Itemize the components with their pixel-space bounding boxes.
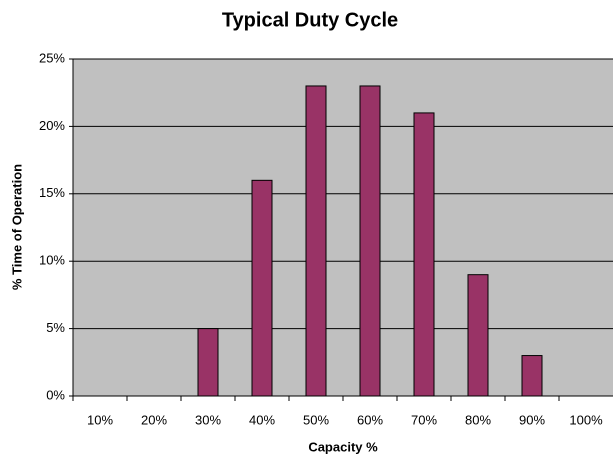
y-tick-label: 5% bbox=[46, 320, 65, 335]
x-tick-label: 60% bbox=[357, 412, 383, 427]
x-tick-label: 80% bbox=[465, 412, 491, 427]
x-tick-label: 40% bbox=[249, 412, 275, 427]
y-tick-label: 10% bbox=[39, 253, 65, 268]
y-tick-label: 15% bbox=[39, 185, 65, 200]
y-tick-label: 25% bbox=[39, 50, 65, 65]
y-tick-label: 20% bbox=[39, 118, 65, 133]
bar bbox=[251, 179, 273, 397]
x-tick-label: 50% bbox=[303, 412, 329, 427]
x-tick-label: 90% bbox=[519, 412, 545, 427]
bar bbox=[305, 85, 327, 397]
bar bbox=[197, 328, 219, 397]
x-tick-label: 100% bbox=[569, 412, 603, 427]
plot-area bbox=[73, 59, 613, 396]
bar bbox=[521, 355, 543, 397]
x-tick-label: 30% bbox=[195, 412, 221, 427]
x-tick-label: 70% bbox=[411, 412, 437, 427]
y-tick-label: 0% bbox=[46, 387, 65, 402]
bar bbox=[413, 112, 435, 397]
x-axis-label: Capacity % bbox=[308, 439, 378, 454]
x-tick-label: 10% bbox=[87, 412, 113, 427]
chart-title: Typical Duty Cycle bbox=[222, 9, 398, 31]
bar bbox=[467, 274, 489, 397]
x-tick-label: 20% bbox=[141, 412, 167, 427]
y-axis-label: % Time of Operation bbox=[9, 164, 24, 290]
bar bbox=[359, 85, 381, 397]
